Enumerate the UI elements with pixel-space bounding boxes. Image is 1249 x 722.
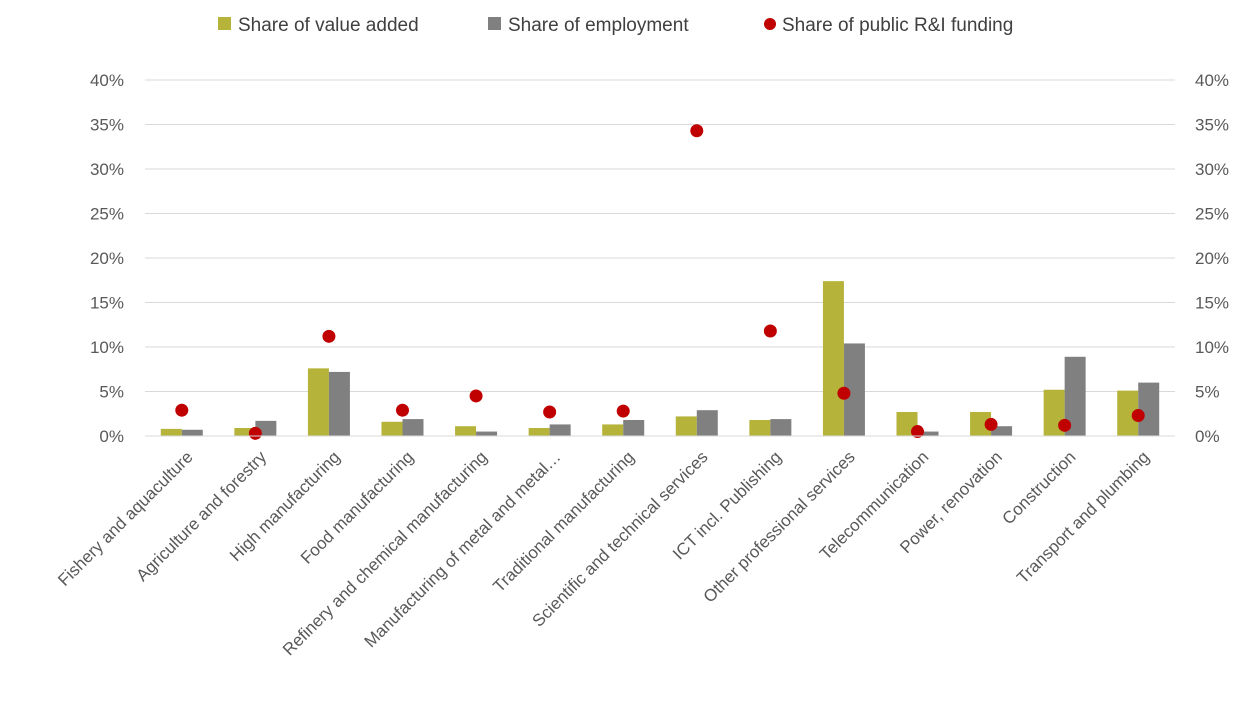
point-rni-funding <box>469 389 483 403</box>
bar-value-added <box>749 419 771 436</box>
y-tick-label-left: 20% <box>90 249 124 268</box>
x-category-label: Construction <box>999 447 1080 528</box>
bar-value-added <box>234 427 256 436</box>
point-rni-funding <box>616 404 630 418</box>
bar-value-added <box>381 421 403 436</box>
legend-marker-rni-funding <box>764 18 776 30</box>
y-tick-label-right: 10% <box>1195 338 1229 357</box>
y-tick-label-left: 25% <box>90 205 124 224</box>
bar-employment <box>843 343 865 436</box>
point-rni-funding <box>837 386 851 400</box>
gridlines <box>145 79 1175 392</box>
bar-employment <box>476 431 498 436</box>
x-category-label: Agriculture and forestry <box>132 447 270 585</box>
bar-value-added <box>307 368 329 436</box>
bar-employment <box>991 426 1013 436</box>
legend-swatch-employment <box>488 17 501 30</box>
bar-value-added <box>528 427 550 436</box>
y-tick-label-right: 35% <box>1195 116 1229 135</box>
point-rni-funding <box>911 425 924 439</box>
point-rni-funding <box>322 329 336 343</box>
y-tick-label-left: 0% <box>99 427 124 446</box>
y-tick-label-right: 25% <box>1195 205 1229 224</box>
y-axis-left: 0% 5% 10% 15% 20% 25% 30% 35% 40% <box>90 71 124 446</box>
bar-value-added <box>602 424 624 436</box>
bar-employment <box>1064 356 1086 436</box>
bar-value-added <box>455 426 477 436</box>
y-tick-label-left: 30% <box>90 160 124 179</box>
point-rni-funding <box>396 403 409 417</box>
bar-employment <box>328 371 350 436</box>
bar-value-added <box>675 416 697 436</box>
y-tick-label-left: 10% <box>90 338 124 357</box>
y-tick-label-left: 35% <box>90 116 124 135</box>
bars <box>160 281 1160 436</box>
point-rni-funding <box>175 403 189 417</box>
y-tick-label-left: 5% <box>99 383 124 402</box>
legend-label-employment: Share of employment <box>508 15 689 36</box>
x-category-label: Transport and plumbing <box>1013 447 1153 587</box>
bar-employment <box>917 431 939 436</box>
y-tick-label-left: 40% <box>90 71 124 90</box>
y-tick-label-right: 30% <box>1195 160 1229 179</box>
bar-employment <box>623 419 645 436</box>
y-tick-label-right: 40% <box>1195 71 1229 90</box>
bar-value-added <box>1117 390 1139 436</box>
y-tick-label-right: 15% <box>1195 294 1229 313</box>
point-rni-funding <box>543 405 557 419</box>
y-tick-label-right: 20% <box>1195 249 1229 268</box>
bar-employment <box>549 424 571 436</box>
legend: Share of value added Share of employment… <box>218 15 1013 36</box>
legend-swatch-value-added <box>218 17 231 30</box>
bar-employment <box>1138 382 1160 436</box>
bar-value-added <box>822 281 844 436</box>
y-tick-label-left: 15% <box>90 294 124 313</box>
x-category-label: Traditional manufacturing <box>489 447 638 596</box>
point-rni-funding <box>763 324 777 338</box>
x-category-label: Other professional services <box>700 447 859 606</box>
bar-employment <box>181 429 203 436</box>
point-rni-funding <box>1131 409 1145 423</box>
y-tick-label-right: 5% <box>1195 383 1220 402</box>
bar-employment <box>770 419 792 436</box>
points <box>175 124 1145 440</box>
bar-employment <box>696 410 718 436</box>
x-category-label: Fishery and aquaculture <box>54 447 196 589</box>
y-axis-right: 0% 5% 10% 15% 20% 25% 30% 35% 40% <box>1195 71 1229 446</box>
point-rni-funding <box>690 124 704 138</box>
point-rni-funding <box>984 417 998 431</box>
bar-value-added <box>160 428 182 436</box>
y-tick-label-right: 0% <box>1195 427 1220 446</box>
bar-employment <box>402 419 424 436</box>
legend-label-value-added: Share of value added <box>238 15 419 36</box>
bar-value-added <box>970 411 992 436</box>
point-rni-funding <box>1058 418 1072 432</box>
legend-label-rni-funding: Share of public R&I funding <box>782 15 1013 36</box>
point-rni-funding <box>248 426 262 440</box>
